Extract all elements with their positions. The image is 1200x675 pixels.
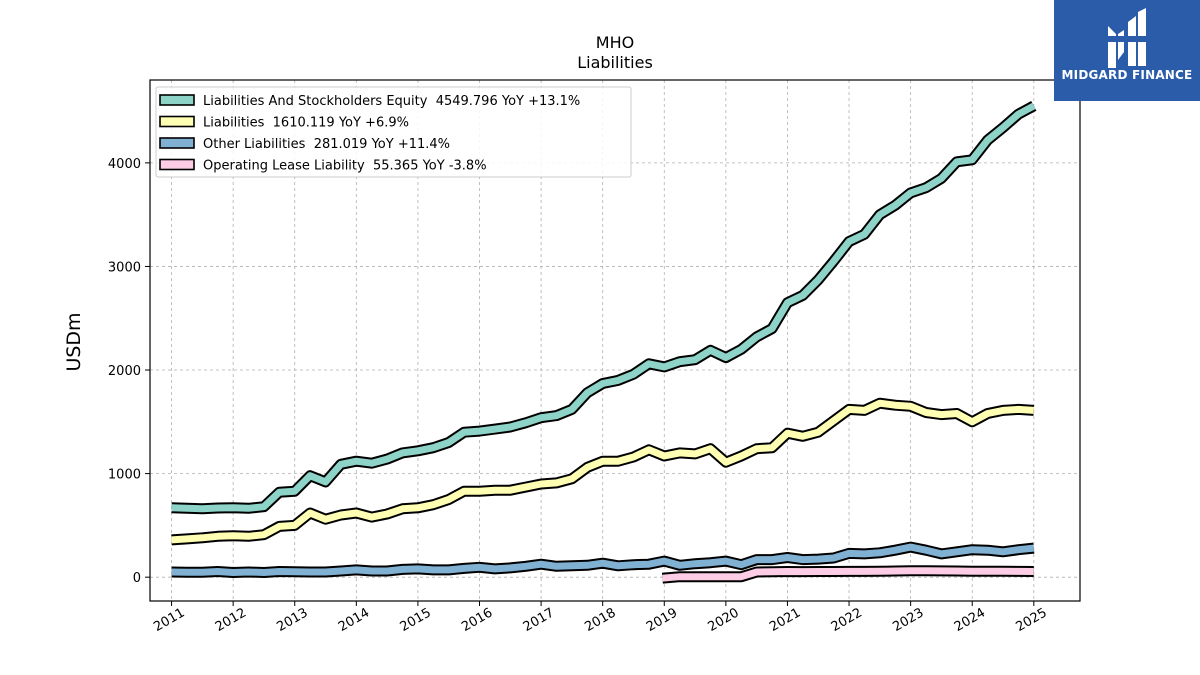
legend-entry: Other Liabilities 281.019 YoY +11.4%	[203, 137, 450, 152]
series-line	[662, 567, 1034, 582]
series-lines	[171, 101, 1037, 584]
x-tick-label: 2023	[890, 605, 926, 635]
y-axis-label: USDm	[63, 312, 85, 371]
y-axis-ticks: 0 1000 2000 3000 4000	[108, 157, 150, 586]
series-other-liabilities	[171, 541, 1035, 578]
x-axis-ticks: 2011 2012 2013 2014 2015 2016 2017 2018 2019 2020…	[151, 601, 1050, 635]
y-tick-label: 0	[133, 571, 141, 586]
brand-name: MIDGARD FINANCE	[1061, 68, 1193, 82]
legend-swatch	[159, 115, 195, 128]
x-tick-label: 2013	[274, 605, 310, 635]
x-tick-label: 2017	[521, 605, 557, 635]
legend: Liabilities And Stockholders Equity 4549…	[155, 86, 632, 178]
x-tick-label: 2020	[706, 605, 742, 635]
y-tick-label: 4000	[108, 157, 141, 172]
legend-swatch	[159, 94, 195, 106]
legend-entry: Liabilities 1610.119 YoY +6.9%	[203, 116, 409, 131]
x-tick-label: 2015	[398, 605, 434, 635]
series-liabilities	[171, 397, 1035, 546]
legend-swatch	[159, 137, 195, 149]
series-line	[171, 543, 1035, 576]
x-tick-label: 2025	[1014, 605, 1050, 635]
x-tick-label: 2024	[952, 605, 988, 635]
series-operating-lease-liability	[661, 565, 1034, 584]
series-liabilities-and-stockholders-equity	[171, 101, 1037, 515]
x-tick-label: 2018	[582, 605, 618, 635]
legend-entry: Operating Lease Liability 55.365 YoY -3.…	[203, 159, 487, 174]
brand-logo: MIDGARD FINANCE	[1054, 0, 1200, 101]
y-tick-label: 3000	[108, 260, 141, 275]
y-tick-label: 1000	[108, 468, 141, 483]
chart-subtitle: Liabilities	[577, 53, 653, 72]
x-tick-label: 2021	[767, 605, 803, 635]
x-tick-label: 2022	[829, 605, 865, 635]
x-tick-label: 2014	[336, 605, 372, 635]
x-tick-label: 2016	[459, 605, 495, 635]
series-line	[171, 399, 1035, 544]
midgard-logo-icon	[1106, 8, 1148, 68]
plot-frame	[149, 79, 1081, 602]
chart-title: MHO	[596, 33, 634, 52]
legend-box	[155, 86, 632, 178]
legend-entry: Liabilities And Stockholders Equity 4549…	[203, 94, 580, 109]
series-line	[171, 102, 1036, 513]
x-tick-label: 2011	[151, 605, 187, 635]
y-tick-label: 2000	[108, 364, 141, 379]
x-tick-label: 2019	[644, 605, 680, 635]
x-tick-label: 2012	[213, 605, 249, 635]
legend-swatch	[159, 158, 195, 171]
